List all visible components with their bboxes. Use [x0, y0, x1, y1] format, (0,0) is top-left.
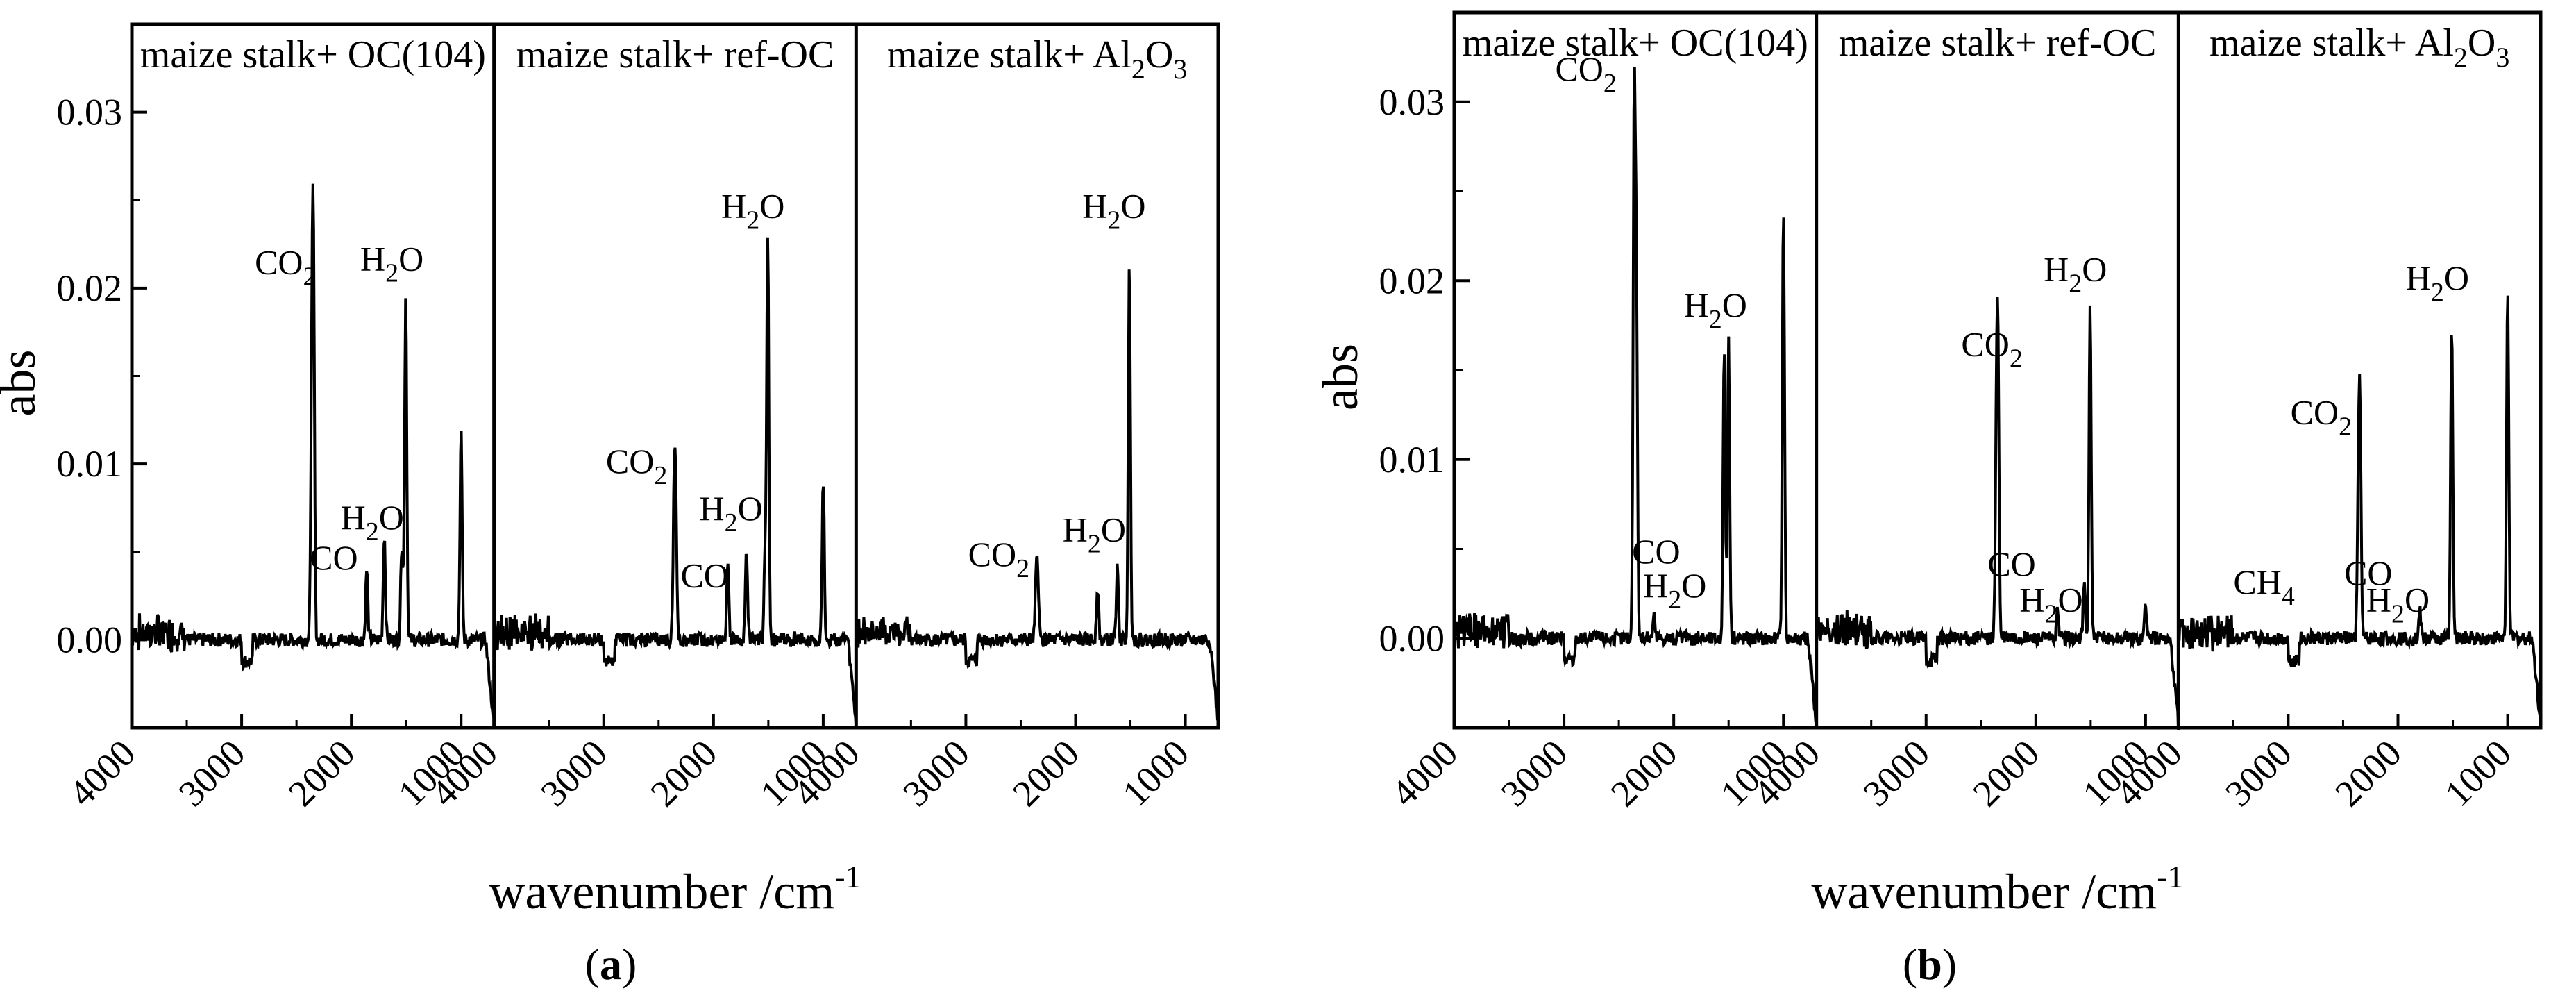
segment-title: maize stalk+ OC(104)	[140, 33, 486, 76]
peak-annotation: H2O	[2366, 581, 2430, 629]
peak-annotation: CO	[680, 556, 728, 594]
spectrum-line	[1815, 297, 2180, 730]
peak-annotation: H2O	[341, 498, 404, 546]
x-tick-label: 2000	[280, 732, 363, 815]
peak-annotation: H2O	[721, 187, 784, 235]
y-tick-label: 0.00	[57, 619, 123, 660]
peak-annotation: CO	[1987, 544, 2035, 583]
peak-annotation: CO	[2344, 553, 2392, 592]
segment-title: maize stalk+ ref-OC	[516, 33, 834, 76]
peak-annotation: CO2	[1555, 49, 1616, 98]
x-tick-label: 2000	[1603, 732, 1685, 815]
segment-title: maize stalk+ OC(104)	[1463, 22, 1808, 65]
y-tick-label: 0.00	[1379, 617, 1445, 659]
x-tick-label: 3000	[2217, 732, 2300, 815]
y-tick-label: 0.02	[57, 267, 123, 309]
panel-label-b: (b)	[1903, 940, 1957, 989]
panel-label-a: (a)	[585, 940, 637, 989]
peak-annotation: CO2	[255, 243, 316, 292]
peak-annotation: CO	[1632, 532, 1680, 571]
spectrum-line	[2177, 295, 2542, 723]
y-tick-label: 0.03	[1379, 81, 1445, 123]
y-axis-title: abs	[0, 350, 46, 417]
peak-annotation: H2O	[2406, 258, 2469, 307]
peak-annotation: H2O	[1643, 566, 1706, 615]
peak-annotation: CO2	[968, 535, 1029, 583]
x-tick-label: 4000	[61, 732, 144, 815]
spectrum-line	[855, 269, 1220, 721]
x-tick-label: 3000	[1855, 732, 1937, 815]
x-tick-label: 4000	[1383, 732, 1466, 815]
y-axis-title: abs	[1313, 344, 1368, 410]
peak-annotation: CO	[310, 538, 357, 577]
x-tick-label: 2000	[1965, 732, 2048, 815]
x-tick-label: 1000	[1114, 732, 1197, 815]
x-tick-label: 2000	[2327, 732, 2409, 815]
peak-annotation: H2O	[360, 240, 423, 288]
peak-annotation: H2O	[1684, 285, 1747, 334]
y-tick-label: 0.03	[57, 92, 123, 133]
x-tick-label: 3000	[532, 732, 615, 815]
segment-title: maize stalk+ ref-OC	[1839, 22, 2157, 65]
peak-annotation: H2O	[2019, 581, 2082, 629]
x-tick-label: 3000	[895, 732, 977, 815]
peak-annotation: H2O	[1063, 510, 1126, 559]
x-axis-title: wavenumber /cm-1	[489, 859, 861, 919]
peak-annotation: CO2	[2291, 392, 2352, 441]
peak-annotation: H2O	[1082, 187, 1145, 235]
y-tick-label: 0.01	[1379, 439, 1445, 481]
segment-title: maize stalk+ Al2O3	[2209, 22, 2509, 73]
peak-annotation: CO2	[606, 442, 667, 490]
peak-annotation: CO2	[1961, 324, 2022, 373]
x-tick-label: 3000	[171, 732, 253, 815]
spectrum-line	[1453, 67, 1818, 725]
peak-annotation: H2O	[700, 489, 763, 537]
x-tick-label: 1000	[2436, 732, 2519, 815]
spectrum-line	[131, 183, 496, 720]
x-tick-label: 3000	[1493, 732, 1576, 815]
x-tick-label: 2000	[643, 732, 725, 815]
plot-frame	[130, 22, 1220, 730]
peak-annotation: H2O	[2044, 249, 2107, 298]
x-tick-label: 2000	[1004, 732, 1087, 815]
y-tick-label: 0.01	[57, 443, 123, 485]
spectrum-line	[492, 237, 858, 726]
y-tick-label: 0.02	[1379, 260, 1445, 301]
peak-annotation: CH4	[2233, 562, 2294, 611]
x-axis-title: wavenumber /cm-1	[1811, 859, 2183, 919]
segment-title: maize stalk+ Al2O3	[887, 33, 1187, 85]
